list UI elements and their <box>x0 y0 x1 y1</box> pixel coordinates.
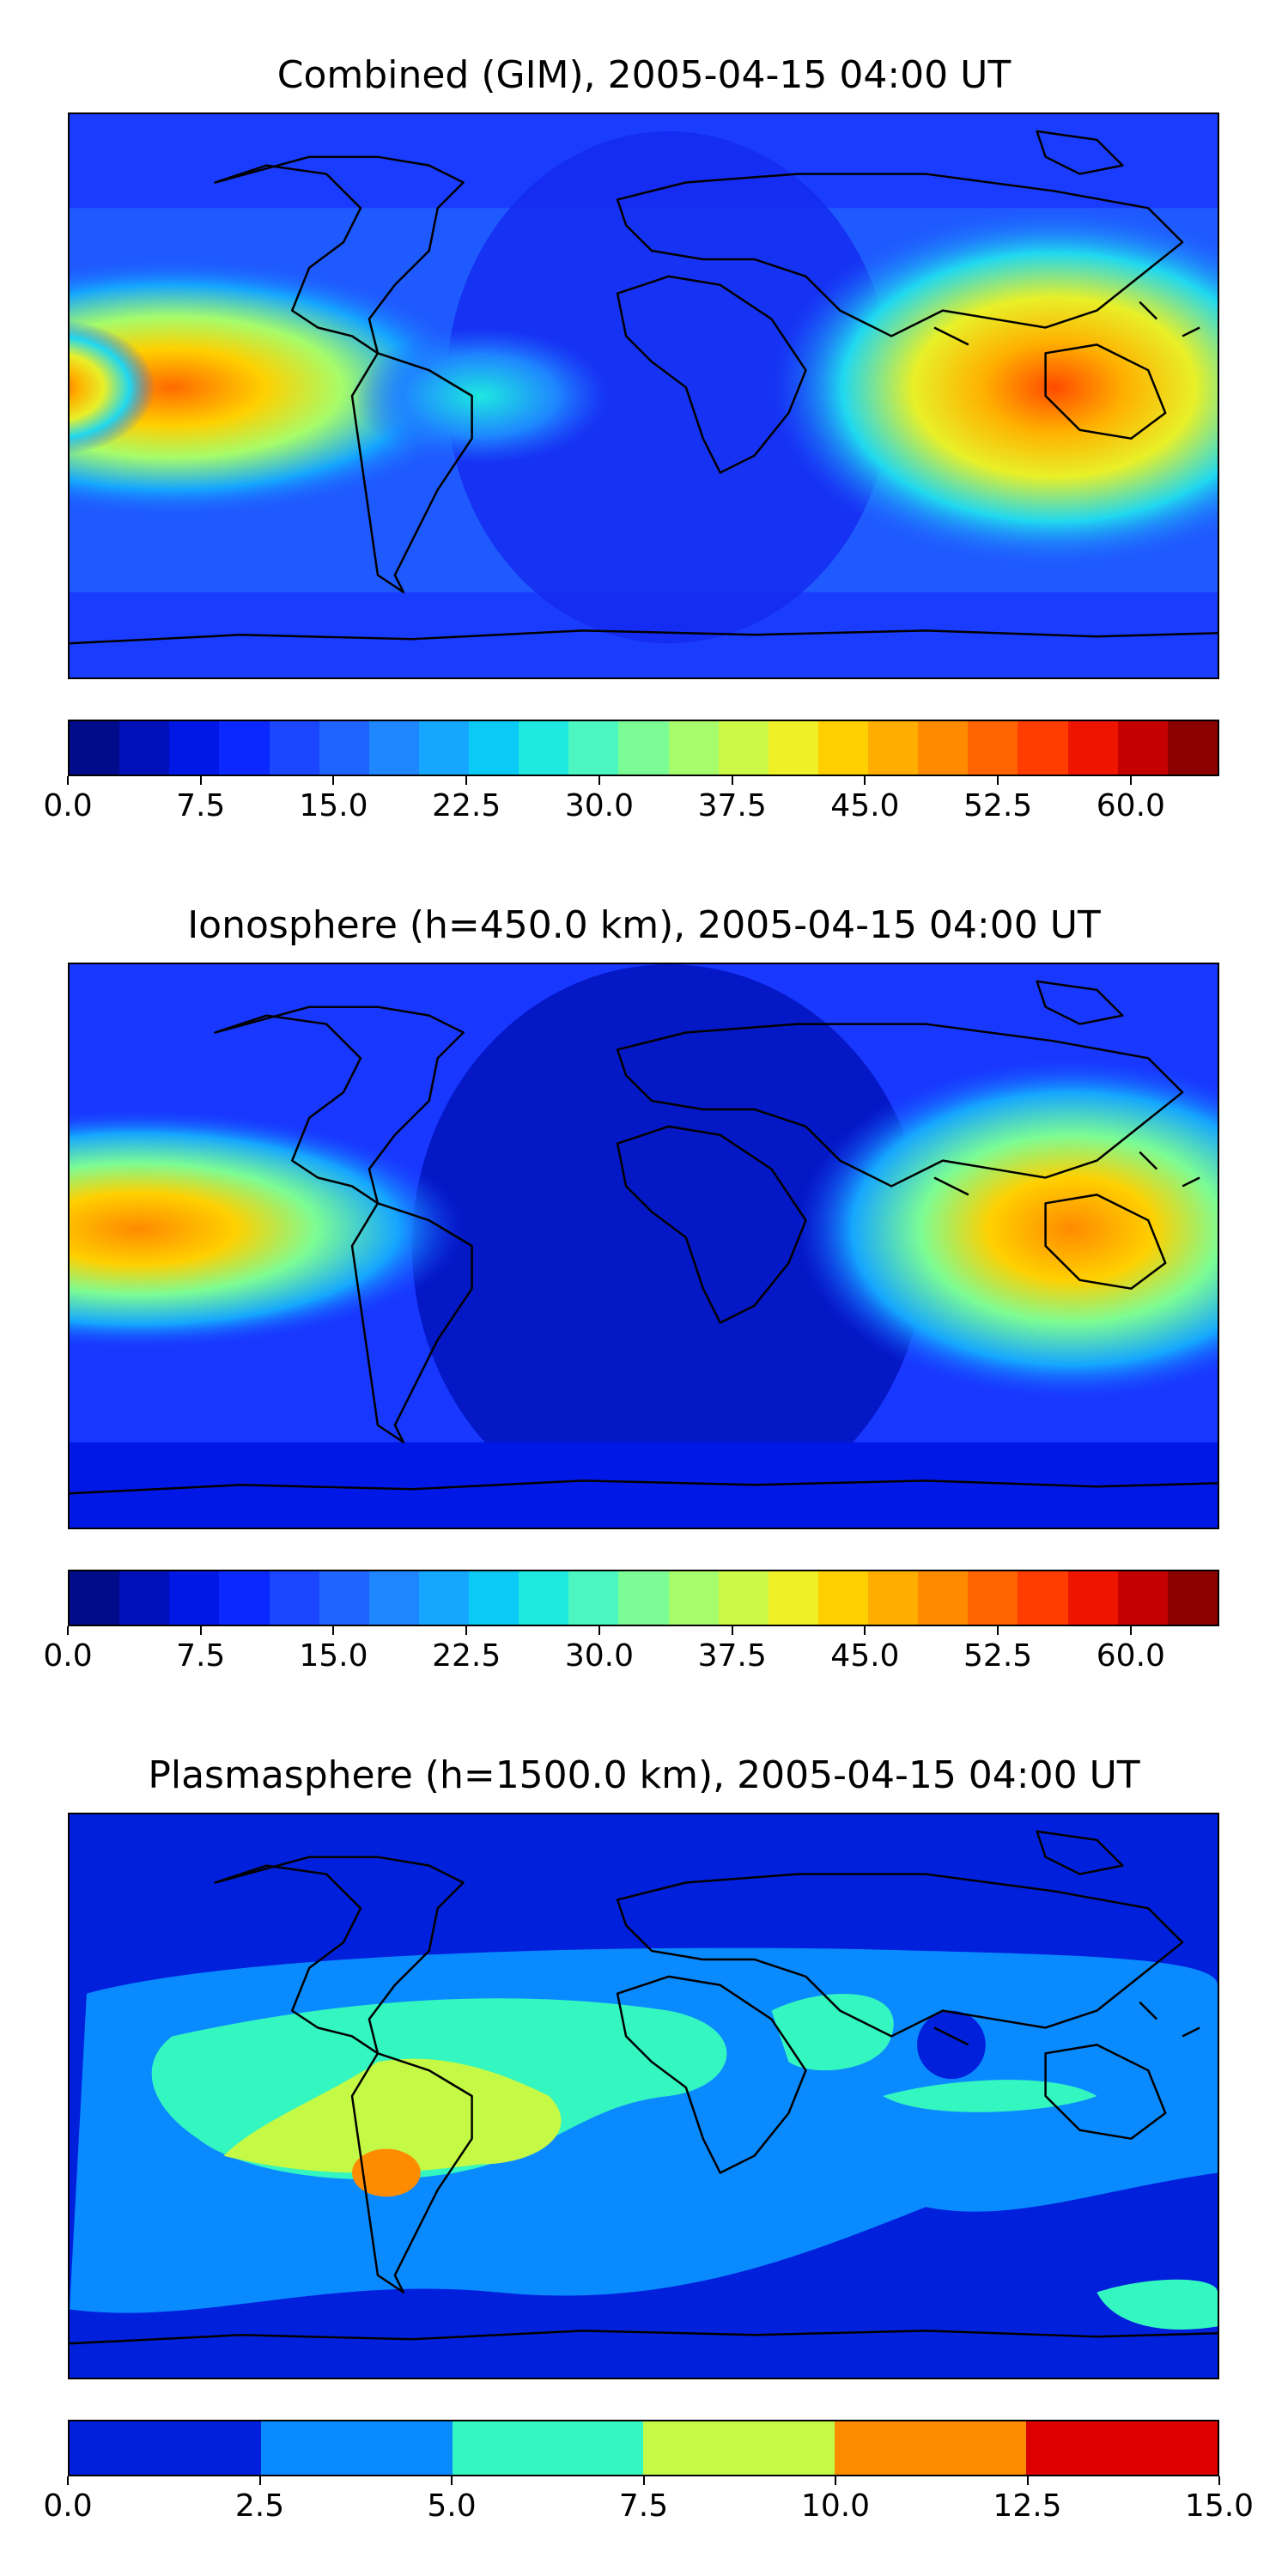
colorbar-cell <box>418 1571 469 1625</box>
colorbar-cell <box>469 1571 519 1625</box>
colorbar-cell <box>718 721 769 775</box>
colorbar-cell <box>169 721 220 775</box>
colorbar-cell <box>768 721 818 775</box>
map-plasmasphere <box>68 1813 1219 2379</box>
colorbar-cell <box>70 1571 120 1625</box>
coastlines-ionosphere <box>70 980 1218 1495</box>
colorbar-cell <box>668 1571 719 1625</box>
colorbar-cell <box>119 1571 170 1625</box>
colorbar-cell <box>668 721 719 775</box>
colorbar-cell <box>568 721 619 775</box>
colorbar-cell <box>1117 721 1168 775</box>
colorbar-combined <box>68 720 1219 776</box>
colorbar-cell <box>817 1571 868 1625</box>
colorbar-cell <box>119 721 170 775</box>
colorbar-cell <box>768 1571 818 1625</box>
colorbar-cell <box>1167 721 1218 775</box>
colorbar-ticks-ionosphere: 0.0 7.5 15.0 22.5 30.0 37.5 45.0 52.5 60.0 <box>43 1626 1219 1678</box>
colorbar-cell <box>519 721 569 775</box>
colorbar-cell <box>918 1571 969 1625</box>
map-ionosphere <box>68 963 1219 1529</box>
colorbar-tick-label: 10.0 <box>800 2488 871 2524</box>
colorbar-cell <box>1018 721 1068 775</box>
colorbar-cell <box>868 1571 919 1625</box>
colorbar-ionosphere <box>68 1570 1219 1626</box>
colorbar-tick-label: 15.0 <box>299 1638 368 1674</box>
colorbar-cell <box>70 721 120 775</box>
colorbar-cell <box>817 721 868 775</box>
map-combined-gim <box>68 112 1219 679</box>
colorbar-cell <box>219 1571 270 1625</box>
panel-title-ionosphere: Ionosphere (h=450.0 km), 2005-04-15 04:0… <box>187 903 1101 947</box>
colorbar-tick-label: 5.0 <box>427 2488 477 2524</box>
colorbar-tick-label: 37.5 <box>697 788 767 823</box>
panel-title-combined: Combined (GIM), 2005-04-15 04:00 UT <box>276 53 1012 97</box>
colorbar-cell <box>418 721 469 775</box>
colorbar-cell <box>618 721 669 775</box>
colorbar-cell <box>319 721 369 775</box>
colorbar-cell <box>452 2421 644 2475</box>
colorbar-tick-label: 15.0 <box>299 788 368 823</box>
colorbar-cell <box>260 2421 453 2475</box>
colorbar-cell <box>169 1571 220 1625</box>
colorbar-cell <box>269 1571 319 1625</box>
panel-title-plasmasphere: Plasmasphere (h=1500.0 km), 2005-04-15 0… <box>148 1753 1140 1797</box>
colorbar-cell <box>368 721 419 775</box>
colorbar-tick-label: 7.5 <box>176 788 226 823</box>
colorbar-cell <box>70 2421 261 2475</box>
colorbar-tick-label: 30.0 <box>564 1638 634 1674</box>
colorbar-tick-label: 0.0 <box>43 788 93 823</box>
map-ionosphere-svg <box>70 964 1218 1528</box>
colorbar-cell <box>319 1571 369 1625</box>
colorbar-cell <box>1067 1571 1118 1625</box>
colorbar-tick-label: 60.0 <box>1096 1638 1165 1674</box>
colorbar-cell <box>868 721 919 775</box>
colorbar-tick-label: 12.5 <box>993 2488 1062 2524</box>
colorbar-cell <box>618 1571 669 1625</box>
colorbar-cell <box>368 1571 419 1625</box>
colorbar-tick-label: 7.5 <box>176 1638 226 1674</box>
colorbar-tick-label: 37.5 <box>697 1638 767 1674</box>
map-plasmasphere-svg <box>70 1814 1218 2378</box>
colorbar-ticks-combined: 0.0 7.5 15.0 22.5 30.0 37.5 45.0 52.5 60.0 <box>43 776 1219 828</box>
colorbar-cell <box>568 1571 619 1625</box>
colorbar-cell <box>1167 1571 1218 1625</box>
colorbar-cell <box>918 721 969 775</box>
map-combined-svg <box>70 114 1218 677</box>
coastlines-combined <box>70 130 1218 645</box>
colorbar-cell <box>1117 1571 1168 1625</box>
colorbar-tick-label: 45.0 <box>830 1638 900 1674</box>
colorbar-tick-label: 2.5 <box>234 2488 285 2524</box>
colorbar-cell <box>968 721 1018 775</box>
colorbar-cell <box>1018 1571 1068 1625</box>
colorbar-tick-label: 30.0 <box>564 788 634 823</box>
colorbar-cell <box>1026 2421 1218 2475</box>
coastlines-plasmasphere <box>70 1830 1218 2345</box>
colorbar-ticks-plasmasphere: 0.0 2.5 5.0 7.5 10.0 12.5 15.0 <box>43 2476 1254 2528</box>
colorbar-tick-label: 22.5 <box>432 788 501 823</box>
colorbar-cell <box>643 2421 835 2475</box>
colorbar-tick-label: 15.0 <box>1184 2488 1255 2524</box>
colorbar-plasmasphere <box>68 2420 1219 2476</box>
colorbar-cell <box>219 721 270 775</box>
colorbar-tick-label: 0.0 <box>43 1638 93 1674</box>
colorbar-tick-label: 52.5 <box>963 788 1033 823</box>
colorbar-cell <box>718 1571 769 1625</box>
colorbar-cell <box>469 721 519 775</box>
colorbar-cell <box>1067 721 1118 775</box>
colorbar-cell <box>968 1571 1018 1625</box>
colorbar-tick-label: 45.0 <box>830 788 900 823</box>
colorbar-tick-label: 22.5 <box>432 1638 501 1674</box>
colorbar-tick-label: 52.5 <box>963 1638 1033 1674</box>
colorbar-cell <box>835 2421 1027 2475</box>
colorbar-tick-label: 60.0 <box>1096 788 1165 823</box>
colorbar-tick-label: 7.5 <box>618 2488 669 2524</box>
colorbar-cell <box>519 1571 569 1625</box>
colorbar-cell <box>269 721 319 775</box>
colorbar-tick-label: 0.0 <box>43 2488 93 2524</box>
